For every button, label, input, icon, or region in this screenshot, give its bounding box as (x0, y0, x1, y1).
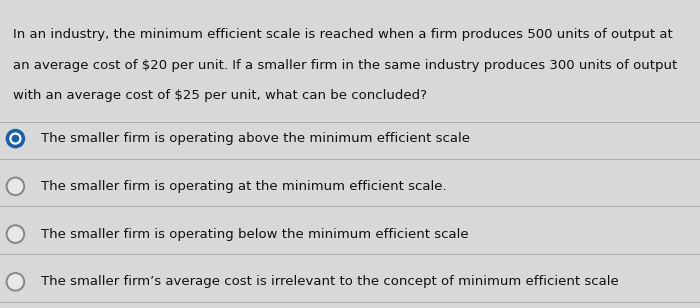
Ellipse shape (12, 136, 19, 142)
Text: an average cost of $20 per unit. If a smaller firm in the same industry produces: an average cost of $20 per unit. If a sm… (13, 59, 677, 71)
Text: The smaller firm’s average cost is irrelevant to the concept of minimum efficien: The smaller firm’s average cost is irrel… (41, 275, 618, 288)
Ellipse shape (6, 273, 25, 291)
Text: The smaller firm is operating at the minimum efficient scale.: The smaller firm is operating at the min… (41, 180, 446, 193)
Ellipse shape (6, 177, 25, 196)
Text: with an average cost of $25 per unit, what can be concluded?: with an average cost of $25 per unit, wh… (13, 89, 426, 102)
Ellipse shape (10, 133, 21, 144)
Ellipse shape (6, 129, 25, 148)
Text: The smaller firm is operating above the minimum efficient scale: The smaller firm is operating above the … (41, 132, 470, 145)
Ellipse shape (8, 179, 22, 193)
Ellipse shape (8, 275, 22, 289)
Ellipse shape (8, 227, 22, 241)
Text: The smaller firm is operating below the minimum efficient scale: The smaller firm is operating below the … (41, 228, 468, 241)
Ellipse shape (6, 225, 25, 243)
Text: In an industry, the minimum efficient scale is reached when a firm produces 500 : In an industry, the minimum efficient sc… (13, 28, 672, 41)
